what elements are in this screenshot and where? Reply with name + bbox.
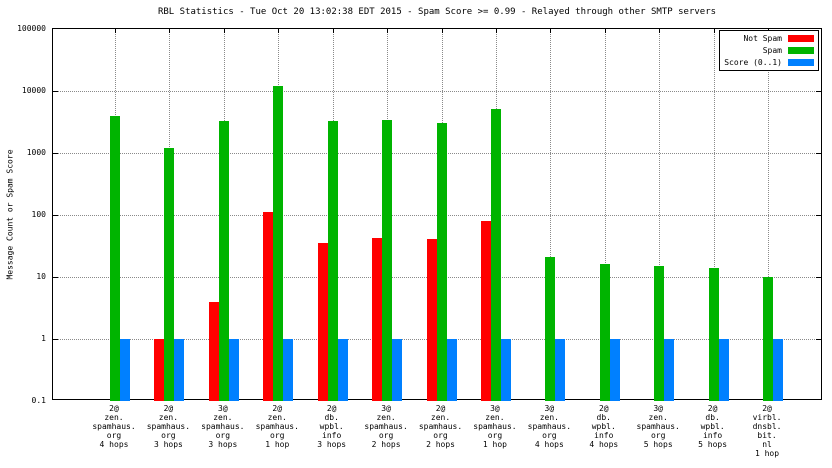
bar-score-0-1- [555,339,566,401]
x-tick-label: 2@ zen. spamhaus. org 3 hops [146,404,191,449]
x-tick-label: 3@ zen. spamhaus. org 4 hops [527,404,572,449]
bar-score-0-1- [718,339,729,401]
legend-swatch-score [788,59,814,66]
bar-not-spam [154,339,165,401]
x-tick-label: 2@ zen. spamhaus. org 2 hops [418,404,463,449]
bar-score-0-1- [228,339,239,401]
x-tick-label: 2@ db. wpbl. info 5 hops [698,404,728,449]
y-tick-mark [53,215,58,216]
bar-score-0-1- [500,339,511,401]
y-tick-mark [816,153,821,154]
bar-spam [708,267,719,401]
bar-spam [218,120,229,401]
bar-score-0-1- [337,339,348,401]
y-tick-mark [53,91,58,92]
bar-spam [327,120,338,401]
bar-not-spam [426,239,437,401]
x-tick-label: 2@ zen. spamhaus. org 1 hop [255,404,299,449]
y-tick-label: 1000 [26,148,46,157]
legend: Not Spam Spam Score (0..1) [719,30,819,71]
x-tick-label: 3@ zen. spamhaus. org 5 hops [636,404,680,449]
bar-spam [490,108,501,401]
bar-score-0-1- [120,339,130,401]
gridline-vertical [659,29,661,399]
legend-entry-score: Score (0..1) [724,58,814,67]
bar-not-spam [317,243,328,401]
gridline-vertical [604,29,606,399]
x-tick-label: 3@ zen. spamhaus. org 1 hop [473,404,517,449]
legend-label-score: Score (0..1) [724,58,782,67]
y-tick-label: 1 [41,334,46,343]
gridline-vertical [713,29,715,399]
legend-entry-not-spam: Not Spam [724,34,814,43]
bar-spam [273,86,284,401]
bar-not-spam [480,221,491,401]
y-tick-label: 10 [36,272,46,281]
x-tick-label: 2@ db. wpbl. info 3 hops [317,404,347,449]
x-tick-mark [387,29,389,33]
x-tick-mark [441,29,443,33]
legend-label-not-spam: Not Spam [743,34,782,43]
chart-title: RBL Statistics - Tue Oct 20 13:02:38 EDT… [157,7,717,17]
bar-not-spam [208,301,219,401]
bar-score-0-1- [174,339,185,401]
bar-score-0-1- [773,339,784,401]
x-tick-label: 3@ zen. spamhaus. org 2 hops [364,404,408,449]
y-tick-label: 10000 [21,86,46,95]
y-tick-mark [53,153,58,154]
x-tick-label: 2@ virbl. dnsbl. bit. nl 1 hop [752,404,782,458]
bar-spam [436,123,447,401]
x-tick-label: 3@ zen. spamhaus. org 3 hops [201,404,245,449]
plot-area: Not Spam Spam Score (0..1) [52,28,822,401]
y-tick-label: 100 [31,210,46,219]
legend-swatch-spam [788,47,814,54]
x-tick-label: 2@ db. wpbl. info 4 hops [589,404,619,449]
x-tick-mark [550,29,552,33]
bar-spam [110,116,120,401]
y-tick-mark [816,277,821,278]
bar-spam [654,266,665,401]
y-tick-label: 0.1 [31,396,46,405]
bar-score-0-1- [609,339,620,401]
x-tick-mark [223,29,225,33]
y-tick-label: 100000 [17,24,46,33]
gridline-vertical [768,29,770,399]
gridline-horizontal [53,91,821,92]
gridline-vertical [550,29,552,399]
bar-spam [164,148,175,401]
x-tick-mark [495,29,497,33]
bar-spam [545,257,556,401]
bar-score-0-1- [283,339,294,401]
bar-spam [599,264,610,401]
bar-not-spam [263,212,274,401]
y-tick-mark [816,339,821,340]
x-tick-mark [713,29,715,33]
y-tick-mark [53,339,58,340]
x-tick-mark [278,29,280,33]
legend-label-spam: Spam [762,46,782,55]
bar-spam [382,120,393,401]
legend-swatch-not-spam [788,35,814,42]
bar-score-0-1- [392,339,403,401]
bar-not-spam [372,237,383,401]
bar-spam [763,277,774,401]
x-tick-mark [332,29,334,33]
bar-score-0-1- [664,339,675,401]
y-tick-mark [53,277,58,278]
x-tick-label: 2@ zen. spamhaus. org 4 hops [92,404,136,449]
legend-entry-spam: Spam [724,46,814,55]
x-tick-mark [659,29,661,33]
x-tick-mark [115,29,116,33]
y-tick-mark [816,215,821,216]
bar-score-0-1- [446,339,457,401]
x-tick-mark [169,29,171,33]
x-tick-mark [604,29,606,33]
y-tick-mark [816,91,821,92]
